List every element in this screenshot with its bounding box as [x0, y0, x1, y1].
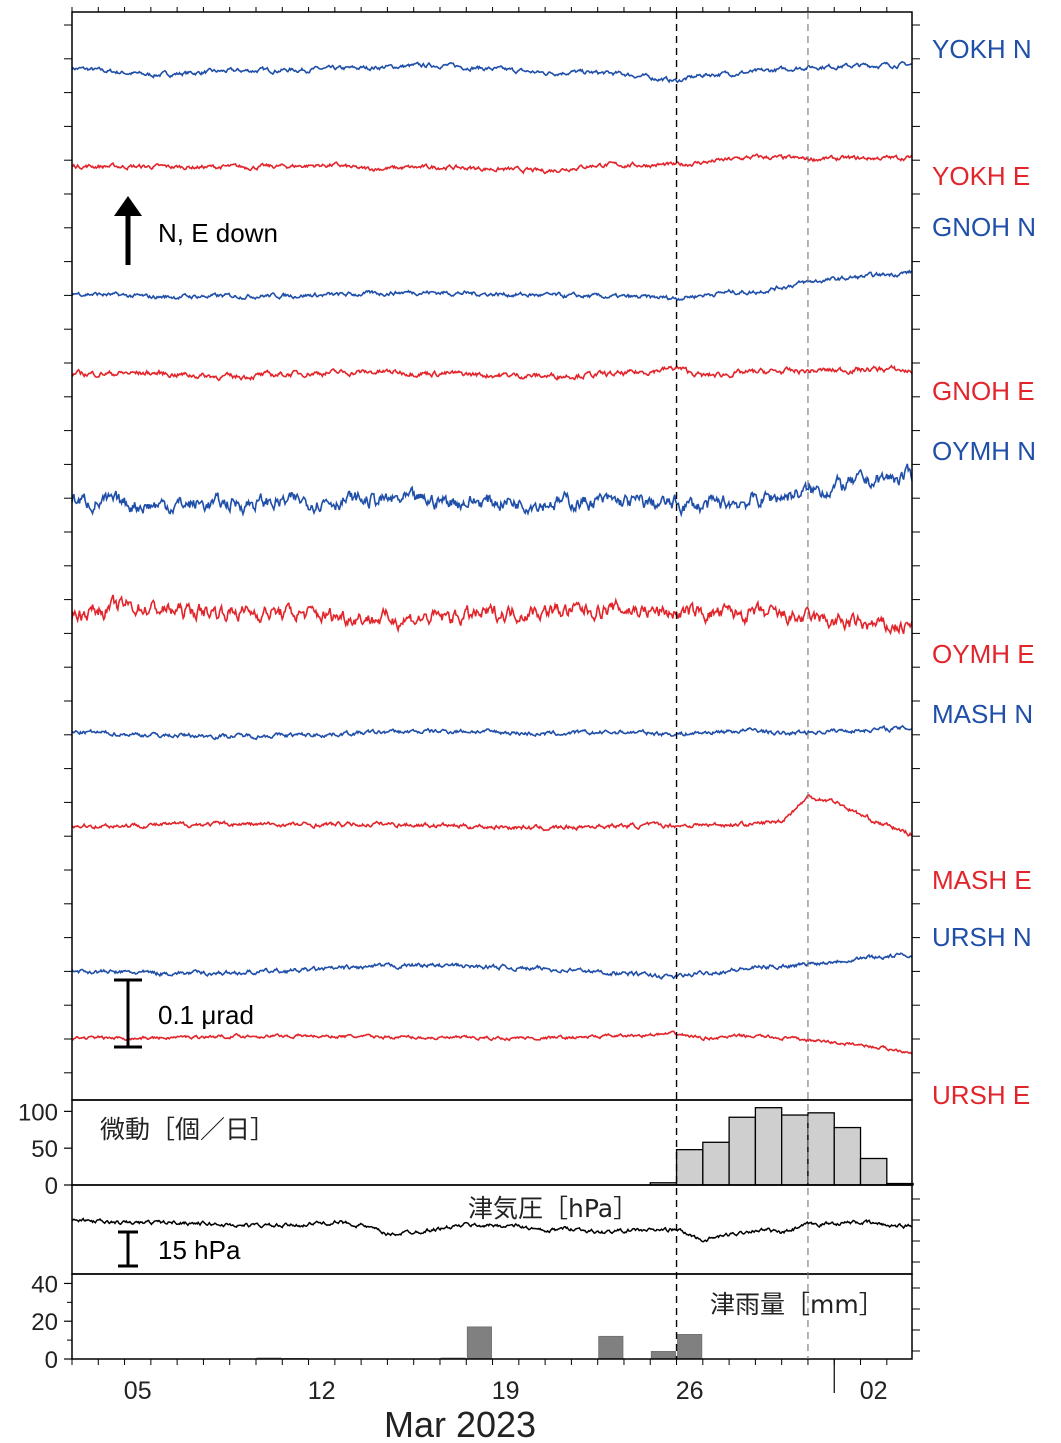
rain-bar: [677, 1334, 703, 1360]
series-label-yokh-e: YOKH E: [932, 161, 1030, 191]
tremor-bar: [728, 1116, 757, 1186]
series-label-mash-e: MASH E: [932, 865, 1032, 895]
rain-y-tick-label: 20: [31, 1309, 58, 1336]
tilt-trace-mash-e: [71, 794, 913, 837]
tilt-trace-ursh-n: [71, 952, 913, 980]
panel-frames: [71, 11, 913, 1360]
tilt-trace-gnoh-e: [71, 364, 913, 382]
tilt-labels: YOKH N YOKH E GNOH N GNOH E OYMH N OYMH E MASH…: [932, 34, 1036, 1110]
rain-bar: [650, 1351, 676, 1360]
tremor-y-tick-label: 50: [31, 1136, 58, 1163]
tremor-bar: [702, 1141, 730, 1186]
tremor-y-tick-label: 100: [18, 1099, 58, 1126]
pressure-line: [71, 1217, 913, 1243]
tremor-bar: [833, 1126, 862, 1186]
tremor-bar: [675, 1149, 704, 1186]
axis-ticks: [64, 7, 920, 1393]
tilt-trace-oymh-n: [71, 463, 913, 518]
pressure-trace: [71, 1217, 913, 1243]
tremor-y-ticks: 0 50 100: [18, 1099, 72, 1200]
series-label-oymh-n: OYMH N: [932, 436, 1036, 466]
pressure-scale-label: 15 hPa: [158, 1235, 241, 1265]
event-markers: [675, 12, 809, 1359]
tilt-trace-yokh-n: [71, 61, 913, 84]
x-axis-labels: 05 12 19 26 02: [124, 1377, 888, 1405]
tilt-trace-mash-n: [71, 724, 913, 741]
tilt-trace-gnoh-n: [71, 269, 913, 301]
series-label-gnoh-n: GNOH N: [932, 212, 1036, 242]
tremor-title: 微動［個／日］: [100, 1115, 275, 1144]
rain-title: 津雨量［mm］: [710, 1290, 884, 1319]
pressure-title: 津気圧［hPa］: [468, 1194, 638, 1223]
x-tick-label: 19: [492, 1377, 520, 1405]
series-label-mash-n: MASH N: [932, 699, 1033, 729]
arrow-label: N, E down: [158, 218, 278, 248]
rain-y-tick-label: 40: [31, 1271, 58, 1298]
rain-bar: [598, 1335, 624, 1360]
tremor-bar: [781, 1114, 809, 1186]
x-tick-label: 12: [308, 1377, 336, 1405]
pressure-scale-bar: [118, 1230, 138, 1268]
series-label-gnoh-e: GNOH E: [932, 376, 1035, 406]
up-arrow-icon: [114, 196, 142, 265]
rain-bar: [466, 1326, 492, 1360]
x-tick-label: 26: [676, 1377, 704, 1405]
series-label-yokh-n: YOKH N: [932, 34, 1032, 64]
tilt-scale-bar: [114, 978, 142, 1049]
x-tick-label: 02: [860, 1377, 888, 1405]
series-label-oymh-e: OYMH E: [932, 639, 1035, 669]
tilt-trace-yokh-e: [71, 153, 913, 175]
tremor-bar: [859, 1157, 888, 1186]
x-tick-label: 05: [124, 1377, 152, 1405]
series-label-ursh-e: URSH E: [932, 1080, 1030, 1110]
tremor-bar: [807, 1112, 835, 1186]
tremor-bars: [649, 1107, 914, 1186]
tremor-bar: [754, 1107, 783, 1186]
tilt-trace-ursh-e: [71, 1030, 913, 1055]
rain-y-tick-label: 0: [45, 1347, 58, 1374]
tilt-trace-oymh-e: [71, 594, 913, 636]
tilt-scale-label: 0.1 μrad: [158, 1000, 254, 1030]
tilt-traces: [71, 61, 913, 1055]
month-label: Mar 2023: [384, 1404, 536, 1443]
tremor-y-tick-label: 0: [45, 1173, 58, 1200]
series-label-ursh-n: URSH N: [932, 922, 1032, 952]
rain-y-ticks: 0 20 40: [31, 1271, 72, 1374]
